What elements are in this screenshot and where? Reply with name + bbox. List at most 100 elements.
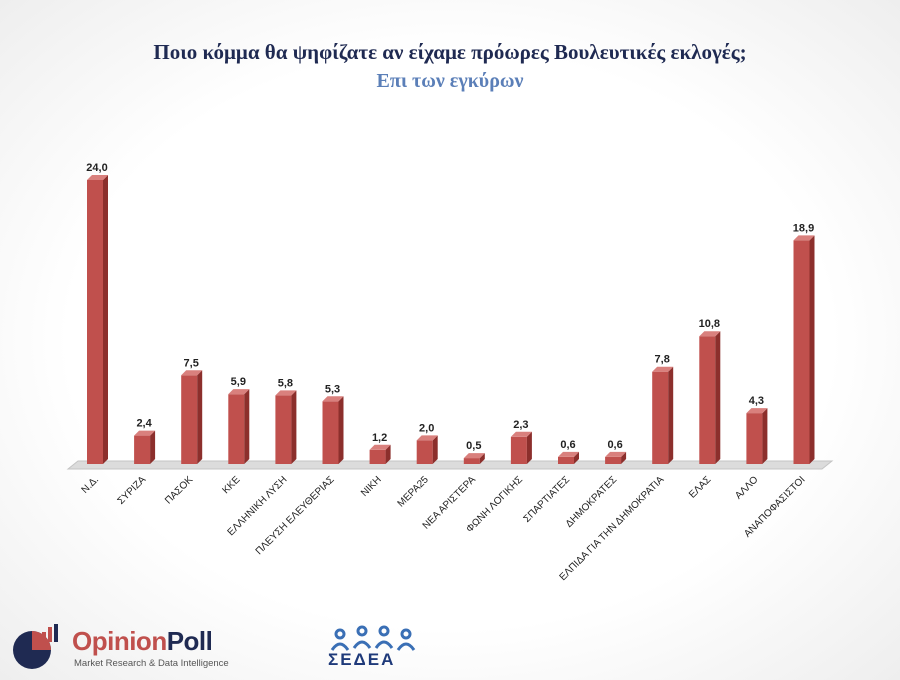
bar-top <box>181 370 203 376</box>
bar-side <box>479 453 485 464</box>
bar-top <box>605 451 627 457</box>
sedea-people-icon <box>330 625 416 651</box>
bar-top <box>87 175 108 180</box>
bar-front <box>275 395 292 464</box>
bar-front <box>793 240 810 464</box>
bar-front <box>510 436 527 464</box>
data-label: 0,6 <box>607 439 622 451</box>
category-label: ΑΛΛΟ <box>733 474 760 501</box>
bar-side <box>762 408 768 464</box>
bar <box>87 175 108 464</box>
bar-side <box>715 331 721 464</box>
bar-side <box>244 389 250 464</box>
data-label: 7,5 <box>184 357 199 369</box>
data-label: 24,0 <box>86 162 107 174</box>
bar-side <box>291 390 297 464</box>
bar <box>793 235 815 464</box>
data-label: 18,9 <box>793 222 814 234</box>
bar <box>134 430 156 464</box>
data-label: 0,5 <box>466 440 481 452</box>
category-label: ΠΑΣΟΚ <box>163 474 195 506</box>
bar-top <box>463 453 485 459</box>
bar <box>181 370 203 464</box>
data-label: 1,2 <box>372 432 387 444</box>
bar-side <box>385 444 391 464</box>
bar-side <box>432 435 438 464</box>
bar-front <box>134 435 151 464</box>
bar-top <box>699 331 721 337</box>
data-label: 5,9 <box>231 376 246 388</box>
data-label: 2,0 <box>419 422 434 434</box>
data-label: 10,8 <box>699 318 720 330</box>
category-label: ΝΙΚΗ <box>359 474 384 499</box>
category-label: ΣΥΡΙΖΑ <box>116 474 149 507</box>
bar-front <box>463 458 480 464</box>
bar-front <box>558 456 574 464</box>
category-label: Ν.Δ. <box>80 474 102 496</box>
data-label: 5,8 <box>278 377 293 389</box>
bar <box>463 453 485 464</box>
bar-side <box>150 430 156 464</box>
bar-side <box>809 235 815 464</box>
sedea-name: ΣΕΔΕΑ <box>328 650 396 669</box>
data-label: 2,4 <box>136 418 152 430</box>
bar-top <box>134 430 156 436</box>
bar-top <box>746 408 768 414</box>
category-label: ΜΕΡΑ25 <box>396 474 431 509</box>
bar-top <box>275 390 297 396</box>
opinionpoll-pie-icon <box>13 624 58 669</box>
opinionpoll-logo: OpinionPoll Market Research & Data Intel… <box>10 622 240 672</box>
chart-floor <box>66 460 834 470</box>
bar <box>652 366 674 464</box>
bar-front <box>181 375 198 464</box>
bar <box>275 390 297 464</box>
bar-side <box>574 451 579 464</box>
bar-side <box>526 431 532 464</box>
bar-front <box>652 371 669 464</box>
bar-front <box>322 401 339 464</box>
bar-top <box>416 435 438 441</box>
bar-side <box>197 370 203 464</box>
bar-side <box>668 366 674 464</box>
bar-top <box>322 396 344 402</box>
bar <box>322 396 344 464</box>
bar <box>510 431 532 464</box>
category-label: ΕΛΠΙΔΑ ΓΙΑ ΤΗΝ ΔΗΜΟΚΡΑΤΙΑ <box>558 474 667 583</box>
data-label: 5,3 <box>325 383 340 395</box>
sedea-logo: ΣΕΔΕΑ <box>322 622 432 672</box>
bar-front <box>605 456 622 464</box>
category-label: ΣΠΑΡΤΙΑΤΕΣ <box>522 474 573 525</box>
data-label: 7,8 <box>655 354 670 366</box>
data-label: 4,3 <box>749 395 764 407</box>
bar-front <box>87 180 103 464</box>
chart-title: Ποιο κόμμα θα ψηφίζατε αν είχαμε πρόωρες… <box>153 40 747 64</box>
bar-front <box>699 336 716 464</box>
bar-side <box>621 451 627 464</box>
bar <box>605 451 627 464</box>
bar-front <box>228 394 245 464</box>
chart-subtitle: Επι των εγκύρων <box>376 70 524 92</box>
category-label: ΠΛΕΥΣΗ ΕΛΕΥΘΕΡΙΑΣ <box>254 474 337 557</box>
bar-side <box>338 396 344 464</box>
data-label: 0,6 <box>560 439 575 451</box>
bar <box>416 435 438 464</box>
bar-top <box>558 451 579 457</box>
opinionpoll-tagline: Market Research & Data Intelligence <box>74 658 229 669</box>
bar-top <box>228 389 250 395</box>
bar-top <box>510 431 532 437</box>
bar-side <box>103 175 108 464</box>
data-label: 2,3 <box>513 419 528 431</box>
bar-front <box>369 449 386 464</box>
bar-top <box>652 366 674 372</box>
bar <box>746 408 768 464</box>
category-label: ΕΛΑΣ <box>687 474 713 500</box>
category-label: ΚΚΕ <box>220 474 242 496</box>
bar <box>699 331 721 464</box>
bar-top <box>793 235 815 241</box>
opinionpoll-name: OpinionPoll <box>72 626 213 656</box>
bar <box>228 389 250 464</box>
bar-top <box>369 444 391 450</box>
bar <box>369 444 391 464</box>
